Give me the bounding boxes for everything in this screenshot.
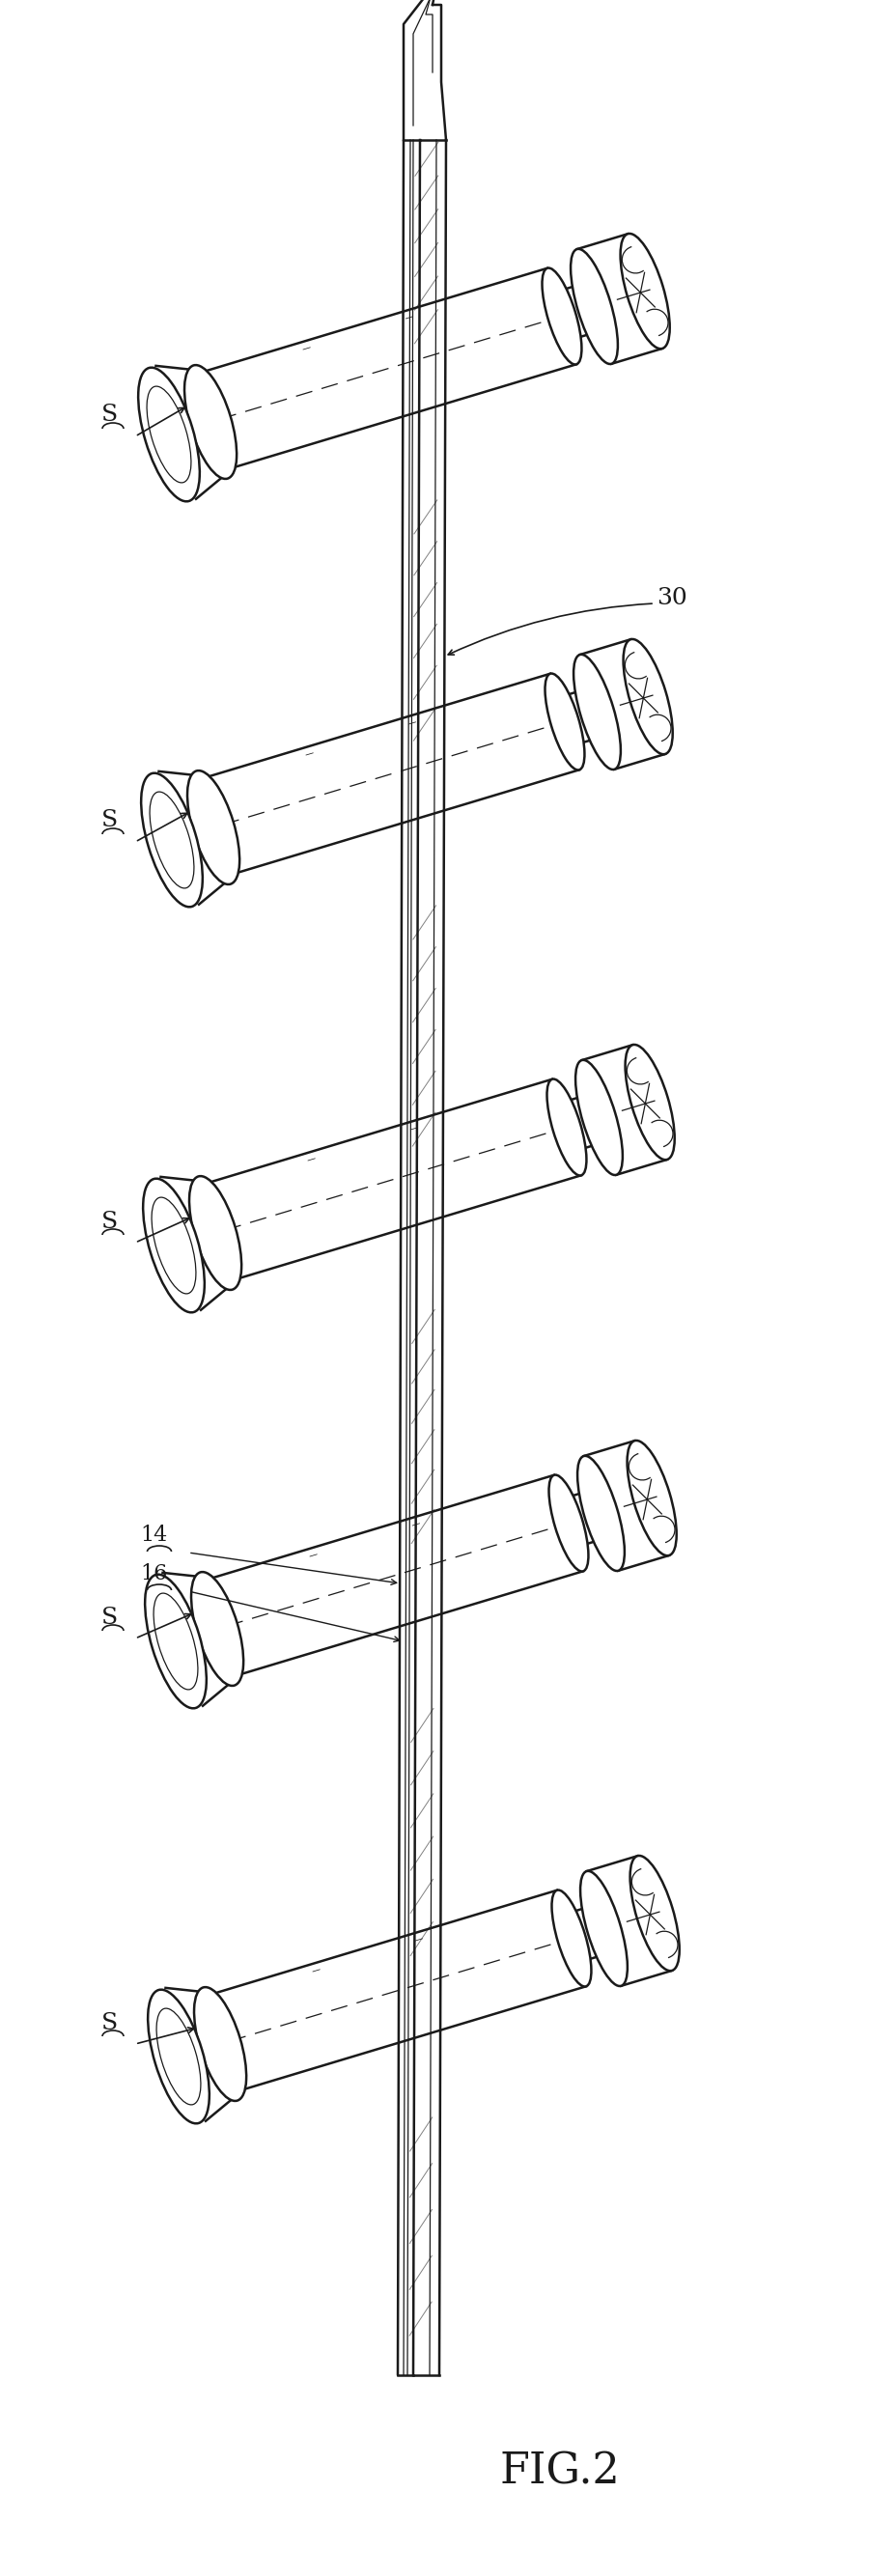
Text: FIG.2: FIG.2 xyxy=(499,2450,620,2494)
Ellipse shape xyxy=(194,1986,246,2102)
Ellipse shape xyxy=(577,1455,625,1571)
Ellipse shape xyxy=(574,654,621,770)
Ellipse shape xyxy=(580,1870,627,1986)
Ellipse shape xyxy=(575,1059,623,1175)
Ellipse shape xyxy=(620,234,669,348)
Text: 16: 16 xyxy=(140,1564,167,1584)
Ellipse shape xyxy=(630,1855,679,1971)
Ellipse shape xyxy=(571,250,618,363)
Text: 14: 14 xyxy=(140,1525,167,1546)
Ellipse shape xyxy=(143,1180,205,1311)
Ellipse shape xyxy=(148,1989,209,2123)
Ellipse shape xyxy=(184,366,236,479)
Text: S: S xyxy=(101,404,118,425)
Ellipse shape xyxy=(552,1891,592,1986)
Ellipse shape xyxy=(138,368,200,502)
Ellipse shape xyxy=(187,770,240,884)
Ellipse shape xyxy=(189,1177,242,1291)
Ellipse shape xyxy=(623,639,673,755)
Text: S: S xyxy=(101,809,118,832)
Ellipse shape xyxy=(141,773,202,907)
Ellipse shape xyxy=(626,1046,675,1159)
Ellipse shape xyxy=(627,1440,677,1556)
Ellipse shape xyxy=(192,1571,243,1685)
Ellipse shape xyxy=(549,1476,588,1571)
Text: S: S xyxy=(101,1607,118,1628)
Text: S: S xyxy=(101,2012,118,2035)
Text: 30: 30 xyxy=(657,587,687,611)
Ellipse shape xyxy=(545,672,584,770)
Text: S: S xyxy=(101,1211,118,1231)
Ellipse shape xyxy=(145,1574,207,1708)
Ellipse shape xyxy=(547,1079,586,1175)
Ellipse shape xyxy=(542,268,582,363)
